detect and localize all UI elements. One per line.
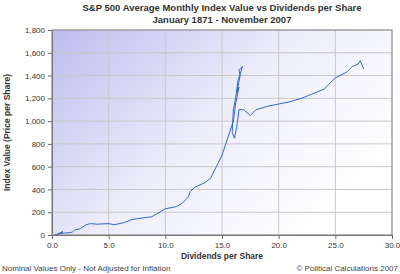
x-tick: 20.0 (271, 235, 287, 250)
x-tick-label: 0.0 (47, 241, 59, 250)
y-tick-mark (48, 235, 52, 236)
x-tick: 30.0 (385, 235, 400, 250)
title: S&P 500 Average Monthly Index Value vs D… (83, 2, 362, 13)
chart-svg: 0.0 5.0 10.0 15.0 20.0 25.0 30.0 0 200 400 600 800 1… (0, 0, 400, 274)
x-tick-label: 20.0 (271, 241, 287, 250)
y-tick: 1,000 (25, 117, 52, 126)
chart-root: 0.0 5.0 10.0 15.0 20.0 25.0 30.0 0 200 400 600 800 1… (0, 0, 400, 274)
y-tick-mark (48, 121, 52, 122)
y-grid-line (52, 166, 392, 167)
x-tick-mark (222, 235, 223, 239)
data-line (55, 61, 364, 235)
plot-area (55, 61, 364, 235)
y-tick: 0 (41, 231, 52, 240)
y-tick-label: 600 (32, 163, 46, 172)
x-grid-line (222, 30, 223, 235)
x-tick-label: 30.0 (385, 241, 400, 250)
x-tick-label: 10.0 (158, 241, 174, 250)
y-grid-line (52, 121, 392, 122)
subtitle: January 1871 - November 2007 (153, 14, 292, 25)
plot-frame (52, 30, 392, 235)
x-axis-title: Dividends per Share (181, 251, 263, 261)
y-grid-line (52, 143, 392, 144)
y-tick-mark (48, 167, 52, 168)
x-tick-label: 5.0 (104, 241, 116, 250)
y-tick: 1,600 (25, 49, 52, 58)
y-tick: 1,400 (25, 72, 52, 81)
y-tick-label: 1,800 (25, 26, 46, 35)
x-grid-line (278, 30, 279, 235)
y-tick-mark (48, 144, 52, 145)
y-tick-mark (48, 212, 52, 213)
y-tick: 1,200 (25, 94, 52, 103)
y-grid-line (52, 52, 392, 53)
x-tick-label: 15.0 (215, 241, 231, 250)
y-tick: 1,800 (25, 26, 52, 35)
x-tick: 25.0 (328, 235, 344, 250)
y-tick-label: 1,000 (25, 117, 46, 126)
credit: © Political Calculations 2007 (296, 264, 398, 273)
y-tick-label: 1,600 (25, 49, 46, 58)
y-grid-line (52, 189, 392, 190)
x-grid-line (108, 30, 109, 235)
plot-background (52, 30, 392, 235)
y-grid-line (52, 212, 392, 213)
x-grid-line (165, 30, 166, 235)
x-tick-mark (279, 235, 280, 239)
y-tick: 200 (32, 208, 52, 217)
x-tick-mark (335, 235, 336, 239)
y-tick-label: 1,200 (25, 94, 46, 103)
x-tick: 10.0 (158, 235, 174, 250)
y-tick-mark (48, 30, 52, 31)
x-axis-line (53, 236, 393, 240)
y-tick-mark (48, 189, 52, 190)
x-tick: 0.0 (47, 235, 59, 250)
y-tick: 400 (32, 186, 52, 195)
x-tick-mark (165, 235, 166, 239)
y-tick-label: 400 (32, 186, 46, 195)
y-tick-label: 1,400 (25, 72, 46, 81)
x-tick-label: 25.0 (328, 241, 344, 250)
y-tick-mark (48, 53, 52, 54)
y-tick: 800 (32, 140, 52, 149)
x-tick-mark (109, 235, 110, 239)
y-axis-title: Index Value (Price per Share) (2, 74, 12, 191)
y-tick-label: 800 (32, 140, 46, 149)
x-axis: 0.0 5.0 10.0 15.0 20.0 25.0 30.0 (47, 235, 400, 250)
y-tick-label: 0 (41, 231, 46, 240)
x-grid-line (335, 30, 336, 235)
y-axis: 0 200 400 600 800 1,000 1,200 1,400 1,600 1,800 (25, 26, 53, 240)
y-grid-line (52, 98, 392, 99)
x-tick: 5.0 (104, 235, 116, 250)
x-tick-mark (392, 235, 393, 239)
y-tick-mark (48, 76, 52, 77)
y-tick-mark (48, 98, 52, 99)
x-tick: 15.0 (215, 235, 231, 250)
y-tick: 600 (32, 163, 52, 172)
y-tick-label: 200 (32, 208, 46, 217)
note: Nominal Values Only - Not Adjusted for I… (2, 264, 170, 273)
grid (52, 30, 392, 235)
